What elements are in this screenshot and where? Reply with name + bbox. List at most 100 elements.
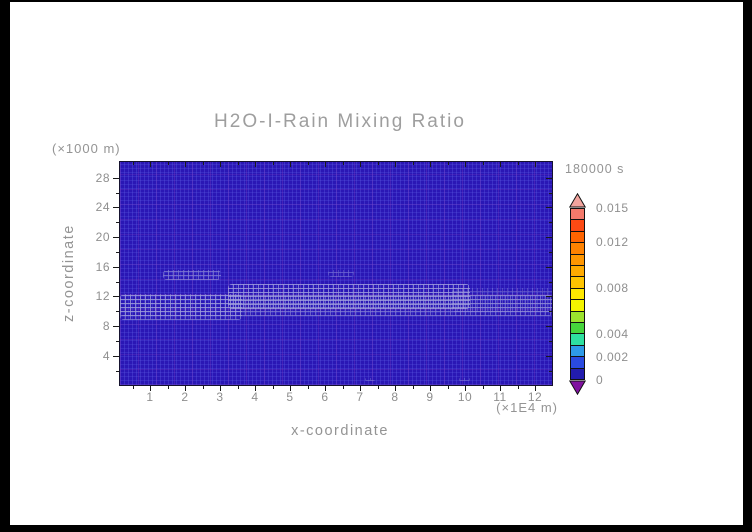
y-tick-left [116, 370, 119, 372]
chart-title: H2O-I-Rain Mixing Ratio [214, 111, 466, 132]
y-tick-right [549, 370, 552, 372]
x-tick-top [290, 162, 291, 167]
colorbar-segment [571, 287, 584, 300]
x-tick-top [535, 162, 536, 167]
colorbar-tick-label: 0.004 [596, 327, 629, 342]
window-frame-right [743, 0, 752, 532]
colorbar-segment [571, 219, 584, 231]
x-tick-bottom [255, 386, 256, 391]
x-tick-bottom [290, 386, 291, 391]
y-tick-left [113, 207, 119, 209]
y-tick-label: 8 [102, 319, 110, 334]
elevated-value-patch [120, 293, 242, 320]
elevated-value-patch [459, 378, 470, 381]
elevated-value-patch [364, 378, 375, 382]
y-tick-left [113, 326, 119, 328]
x-tick-top [325, 162, 326, 167]
elevated-value-patch [163, 270, 221, 280]
y-tick-right [549, 192, 552, 194]
y-tick-right [546, 177, 552, 179]
y-tick-left [116, 311, 119, 313]
colorbar-segment [571, 310, 584, 323]
x-tick-label: 1 [146, 390, 154, 404]
x-tick-label: 11 [493, 390, 507, 404]
y-tick-right [546, 355, 552, 357]
x-tick-bottom [500, 386, 501, 391]
y-tick-right [549, 281, 552, 283]
y-tick-left [116, 251, 119, 253]
y-tick-left [116, 192, 119, 194]
y-tick-left [113, 177, 119, 179]
y-tick-left [113, 266, 119, 268]
elevated-value-patch [327, 270, 354, 277]
x-tick-label: 10 [457, 390, 473, 404]
y-tick-left [116, 340, 119, 342]
colorbar-tick-label: 0 [596, 373, 604, 387]
x-tick-label: 6 [321, 390, 329, 404]
y-tick-right [549, 311, 552, 313]
y-tick-right [549, 340, 552, 342]
x-tick-top [202, 162, 204, 165]
y-tick-label: 4 [102, 348, 110, 363]
x-tick-top [377, 162, 379, 165]
x-tick-top [465, 162, 466, 167]
x-tick-bottom [482, 386, 484, 389]
window-frame-top [0, 0, 752, 2]
x-tick-label: 7 [356, 390, 364, 404]
window-frame-left [0, 0, 10, 532]
colorbar-tick-label: 0.008 [596, 281, 629, 296]
x-tick-bottom [360, 386, 361, 391]
colorbar-segment [571, 299, 584, 311]
x-tick-top [237, 162, 239, 165]
colorbar-tick-label: 0.012 [596, 235, 629, 250]
x-tick-top [447, 162, 449, 165]
x-tick-bottom [150, 386, 151, 391]
y-tick-right [546, 207, 552, 209]
x-tick-label: 5 [286, 390, 294, 404]
x-tick-top [360, 162, 361, 167]
x-tick-bottom [272, 386, 274, 389]
x-tick-top [132, 162, 134, 165]
x-tick-top [150, 162, 151, 167]
x-tick-top [167, 162, 169, 165]
time-stamp-label: 180000 s [565, 162, 625, 176]
x-tick-bottom [395, 386, 396, 391]
x-tick-top [430, 162, 431, 167]
x-tick-top [307, 162, 309, 165]
y-tick-left [116, 281, 119, 283]
colorbar-segment [571, 209, 584, 220]
x-tick-top [255, 162, 256, 167]
y-tick-left [113, 296, 119, 298]
x-tick-bottom [185, 386, 186, 391]
colorbar-tick-label: 0.002 [596, 350, 629, 365]
x-tick-bottom [202, 386, 204, 389]
x-tick-bottom [447, 386, 449, 389]
x-tick-bottom [465, 386, 466, 391]
x-tick-bottom [220, 386, 221, 391]
y-tick-left [113, 355, 119, 357]
colorbar-segment [571, 344, 584, 357]
x-tick-bottom [132, 386, 134, 389]
x-tick-top [482, 162, 484, 165]
x-tick-label: 2 [181, 390, 189, 404]
colorbar-under-arrow [569, 380, 586, 395]
colorbar-segment [571, 253, 584, 266]
x-tick-bottom [307, 386, 309, 389]
y-tick-right [546, 266, 552, 268]
y-tick-left [116, 222, 119, 224]
x-tick-bottom [377, 386, 379, 389]
x-tick-bottom [325, 386, 326, 391]
x-tick-label: 8 [391, 390, 399, 404]
colorbar-over-arrow [569, 193, 586, 208]
x-tick-label: 4 [251, 390, 259, 404]
y-axis-title: z-coordinate [61, 224, 77, 323]
colorbar-tick-label: 0.015 [596, 201, 629, 215]
x-tick-bottom [237, 386, 239, 389]
x-tick-top [342, 162, 344, 165]
x-tick-bottom [535, 386, 536, 391]
x-axis-unit-label: (×1E4 m) [496, 400, 558, 415]
x-tick-top [272, 162, 274, 165]
x-tick-label: 12 [527, 390, 543, 404]
x-tick-bottom [167, 386, 169, 389]
